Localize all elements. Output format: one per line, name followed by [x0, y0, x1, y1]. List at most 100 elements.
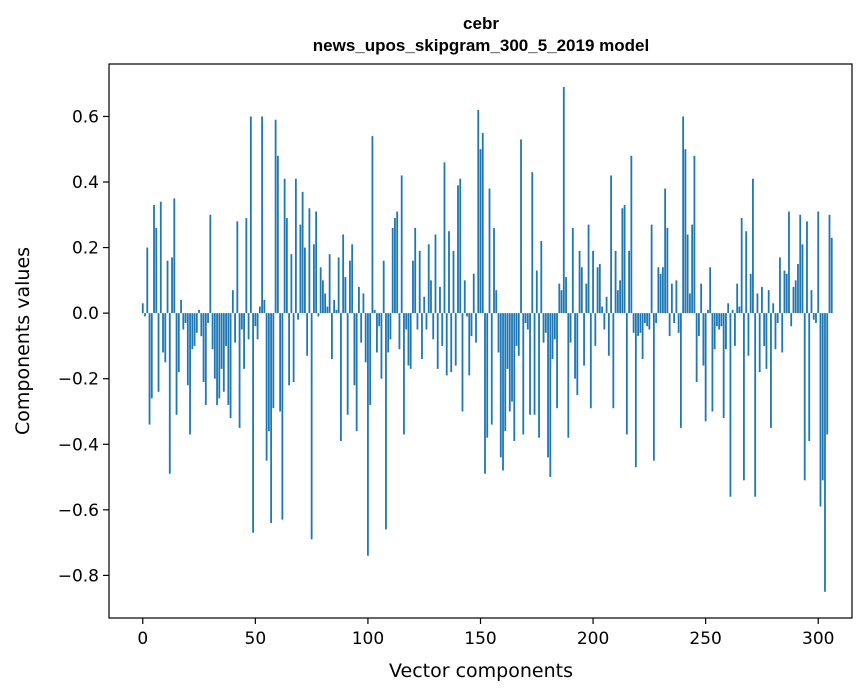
bar	[598, 263, 601, 314]
bar	[583, 313, 585, 366]
bar	[272, 313, 275, 409]
bar	[297, 313, 300, 320]
bar	[801, 244, 804, 314]
bar	[441, 313, 444, 346]
bar	[779, 257, 781, 314]
bar	[655, 313, 658, 323]
bar	[285, 218, 288, 314]
bar	[173, 198, 176, 314]
bar	[252, 313, 254, 533]
bar	[682, 116, 685, 314]
bar	[585, 283, 588, 314]
bar	[605, 296, 608, 314]
bar	[454, 313, 457, 366]
bar	[495, 290, 498, 314]
bar	[159, 201, 162, 314]
bar	[508, 313, 511, 412]
bar	[547, 313, 549, 458]
bar	[191, 313, 194, 350]
bar	[607, 313, 610, 356]
bar	[209, 214, 212, 314]
bar	[646, 313, 649, 327]
bar	[346, 313, 349, 415]
bar	[340, 313, 342, 441]
bar	[335, 309, 338, 314]
bar	[650, 224, 653, 314]
bar	[641, 313, 644, 360]
bar	[587, 224, 590, 314]
bar	[148, 313, 151, 425]
bar	[153, 204, 155, 314]
bar	[580, 267, 583, 314]
y-tick-label: 0.6	[72, 107, 99, 127]
bar	[621, 208, 624, 314]
bar	[506, 313, 509, 369]
bar	[394, 218, 396, 314]
bar	[240, 313, 243, 330]
bar	[540, 241, 543, 314]
bar	[306, 313, 309, 356]
bar	[459, 178, 462, 314]
bar	[186, 313, 189, 386]
bar	[770, 313, 772, 428]
bar	[382, 260, 385, 314]
bar	[562, 86, 565, 314]
bar	[749, 273, 752, 314]
bar	[387, 313, 390, 353]
bar	[427, 244, 430, 314]
bar	[481, 132, 484, 314]
bar	[569, 313, 572, 343]
bar	[436, 313, 439, 369]
bar	[774, 313, 777, 350]
bar	[668, 313, 671, 337]
bar	[824, 313, 826, 592]
bar	[452, 250, 455, 314]
bar	[812, 313, 815, 320]
bar	[321, 280, 324, 314]
bar	[520, 139, 522, 314]
x-tick-label: 300	[802, 629, 834, 649]
bar	[155, 227, 158, 314]
bar	[821, 313, 824, 481]
bar	[144, 313, 146, 317]
bar	[677, 313, 680, 333]
bar	[553, 313, 556, 340]
bar	[475, 313, 477, 343]
bar	[310, 313, 313, 540]
bar	[358, 286, 360, 314]
bar	[349, 260, 351, 314]
bar	[803, 313, 806, 481]
bar	[648, 313, 651, 330]
bar	[380, 313, 383, 379]
bar	[594, 313, 597, 346]
bar	[652, 313, 655, 461]
bar	[391, 227, 394, 314]
bar	[443, 162, 446, 314]
bar	[225, 313, 227, 346]
bar	[670, 283, 673, 314]
bar	[713, 313, 716, 350]
bar	[270, 313, 273, 523]
bar	[166, 260, 169, 314]
bar	[432, 313, 435, 340]
bar	[353, 313, 356, 386]
y-tick-label: 0.0	[72, 304, 99, 324]
bar	[697, 313, 700, 337]
bar	[326, 306, 329, 314]
bar	[238, 313, 241, 428]
bar	[754, 313, 757, 497]
bar	[423, 296, 426, 314]
bar	[400, 175, 403, 314]
bar	[567, 313, 570, 438]
bar	[418, 250, 421, 314]
bar	[263, 300, 266, 314]
y-axis-label: Components values	[12, 247, 34, 435]
bar	[558, 283, 561, 314]
bar	[389, 313, 392, 340]
bar	[533, 313, 536, 415]
bar	[526, 313, 529, 330]
bar	[470, 313, 473, 337]
bar	[450, 313, 453, 373]
bar	[639, 313, 642, 333]
